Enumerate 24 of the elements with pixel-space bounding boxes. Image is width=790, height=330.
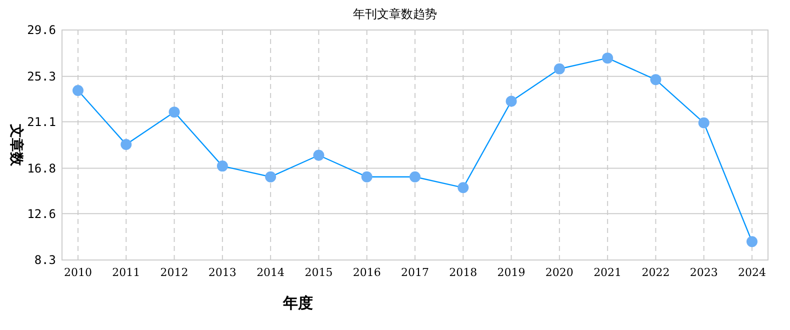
y-tick-label: 25.3 xyxy=(27,70,56,84)
x-tick-label: 2010 xyxy=(64,266,92,279)
x-tick-label: 2024 xyxy=(738,266,766,279)
x-tick-label: 2012 xyxy=(160,266,188,279)
x-tick-label: 2013 xyxy=(208,266,236,279)
y-tick-label: 21.1 xyxy=(27,114,56,129)
x-tick-label: 2019 xyxy=(497,266,526,279)
x-tick-label: 2014 xyxy=(256,266,285,279)
x-tick-label: 2021 xyxy=(594,266,622,279)
x-tick-label: 2022 xyxy=(642,266,670,279)
x-tick-label: 2015 xyxy=(304,266,333,279)
x-tick-label: 2018 xyxy=(449,266,478,279)
y-tick-label: 8.3 xyxy=(34,253,56,268)
y-tick-label: 29.6 xyxy=(27,23,56,38)
x-tick-label: 2023 xyxy=(690,266,718,279)
x-tick-label: 2017 xyxy=(401,266,429,279)
x-axis-title: 年度 xyxy=(282,294,313,312)
x-tick-label: 2011 xyxy=(112,266,140,279)
chart-title: 年刊文章数趋势 xyxy=(353,7,437,21)
y-tick-label: 16.8 xyxy=(27,161,56,176)
y-axis-title: 文章数 xyxy=(8,123,25,167)
x-tick-label: 2020 xyxy=(545,266,574,279)
x-tick-label: 2016 xyxy=(352,266,381,279)
y-tick-label: 12.6 xyxy=(27,206,56,221)
